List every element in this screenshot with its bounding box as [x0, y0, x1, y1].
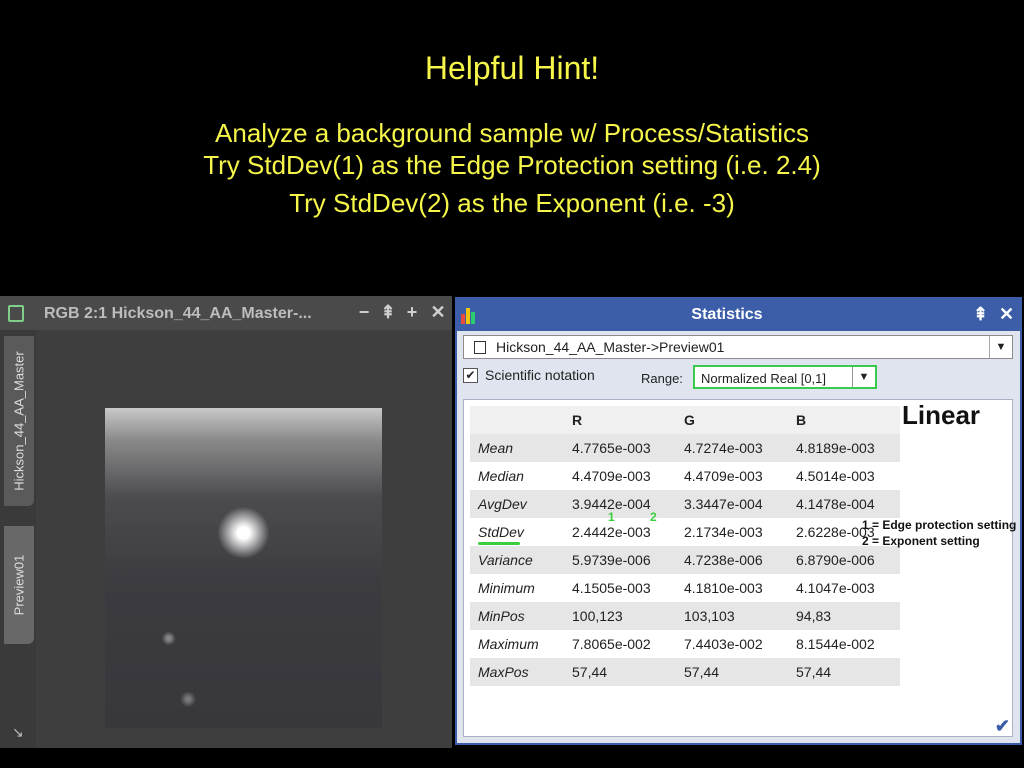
- table-row: AvgDev 3.9442e-004 3.3447e-004 4.1478e-004: [470, 490, 900, 518]
- range-select[interactable]: Normalized Real [0,1] ▼: [693, 365, 877, 389]
- row-name: AvgDev: [470, 490, 564, 518]
- shade-button[interactable]: ⇞: [973, 304, 989, 324]
- column-header: G: [676, 406, 788, 434]
- cell-g: 4.7274e-003: [676, 434, 788, 462]
- cell-g: 4.7238e-006: [676, 546, 788, 574]
- shade-button[interactable]: ⇞: [380, 302, 396, 322]
- cell-g: 3.3447e-004: [676, 490, 788, 518]
- astro-image-preview[interactable]: [105, 408, 382, 728]
- hint-line-1: Analyze a background sample w/ Process/S…: [215, 118, 809, 148]
- table-row: Mean 4.7765e-003 4.7274e-003 4.8189e-003: [470, 434, 900, 462]
- cell-b: 94,83: [788, 602, 900, 630]
- cell-b: 4.5014e-003: [796, 468, 875, 484]
- cell-g: 7.4403e-002: [684, 636, 763, 652]
- table-row: MaxPos 57,44 57,44 57,44: [470, 658, 900, 686]
- chevron-down-icon[interactable]: ▼: [989, 336, 1012, 358]
- cell-g: 4.4709e-003: [684, 468, 763, 484]
- tab-main-view[interactable]: Hickson_44_AA_Master: [4, 336, 34, 506]
- hint-line-3: Try StdDev(2) as the Exponent (i.e. -3): [289, 188, 735, 218]
- cell-r: 2.4442e-003: [572, 524, 651, 540]
- statistics-bar-chart-icon: [461, 306, 479, 324]
- cell-r: 4.4709e-003: [572, 468, 651, 484]
- close-button[interactable]: ✕: [999, 304, 1015, 324]
- cell-r: 5.9739e-006: [564, 546, 676, 574]
- chevron-down-icon[interactable]: ▼: [852, 367, 875, 387]
- row-name: Minimum: [478, 580, 535, 596]
- checkmark-icon[interactable]: ✔: [994, 716, 1010, 736]
- table-row: Maximum 7.8065e-002 7.4403e-002 8.1544e-002: [470, 630, 900, 658]
- table-header-row: R G B: [470, 406, 900, 434]
- tab-preview01-label: Preview01: [11, 554, 27, 616]
- row-name: Median: [478, 468, 524, 484]
- column-header: B: [788, 406, 900, 434]
- marker-2: 2: [650, 510, 657, 524]
- cell-g: 103,103: [676, 602, 788, 630]
- statistics-body: Hickson_44_AA_Master->Preview01 ▼ ✔ Scie…: [457, 331, 1020, 743]
- table-row: MinPos 100,123 103,103 94,83: [470, 602, 900, 630]
- cell-g: 57,44: [676, 658, 788, 686]
- cell-r: 57,44: [564, 658, 676, 686]
- cell-r: 7.8065e-002: [572, 636, 651, 652]
- annotation-edge-protection: 1 = Edge protection setting: [862, 518, 1017, 532]
- maximize-button[interactable]: +: [406, 302, 418, 322]
- minimize-button[interactable]: −: [358, 302, 370, 322]
- scientific-notation-label[interactable]: Scientific notation: [485, 367, 595, 383]
- cell-b: 57,44: [788, 658, 900, 686]
- tab-preview01[interactable]: Preview01: [4, 526, 34, 644]
- resize-arrow-icon[interactable]: ↘: [12, 724, 24, 740]
- view-icon: [474, 341, 486, 354]
- row-name: StdDev: [478, 524, 524, 540]
- hint-line-2: Try StdDev(1) as the Edge Protection set…: [203, 150, 821, 180]
- stddev-underline: [478, 542, 520, 545]
- cell-g: 4.1810e-003: [684, 580, 763, 596]
- table-row: Median 4.4709e-003 4.4709e-003 4.5014e-003: [470, 462, 900, 490]
- tab-main-view-label: Hickson_44_AA_Master: [11, 351, 27, 491]
- cell-b: 4.8189e-003: [788, 434, 900, 462]
- image-window[interactable]: RGB 2:1 Hickson_44_AA_Master-... − ⇞ + ✕…: [0, 296, 452, 748]
- view-selector[interactable]: Hickson_44_AA_Master->Preview01 ▼: [463, 335, 1013, 359]
- column-header: [470, 406, 564, 434]
- row-name: Variance: [470, 546, 564, 574]
- table-row: Minimum 4.1505e-003 4.1810e-003 4.1047e-003: [470, 574, 900, 602]
- cell-r: 4.7765e-003: [564, 434, 676, 462]
- row-name: Maximum: [478, 636, 539, 652]
- cell-b: 2.6228e-003: [796, 524, 875, 540]
- image-window-title: RGB 2:1 Hickson_44_AA_Master-...: [44, 305, 312, 322]
- table-row: StdDev 2.4442e-003 2.1734e-003 2.6228e-003: [470, 518, 900, 546]
- statistics-titlebar[interactable]: Statistics ⇞ ✕: [457, 299, 1020, 331]
- view-selector-value: Hickson_44_AA_Master->Preview01: [496, 339, 725, 355]
- range-label: Range:: [641, 371, 683, 386]
- annotation-exponent: 2 = Exponent setting: [862, 534, 980, 548]
- cell-b: 8.1544e-002: [796, 636, 875, 652]
- row-name: Mean: [470, 434, 564, 462]
- image-window-titlebar[interactable]: RGB 2:1 Hickson_44_AA_Master-... − ⇞ + ✕: [0, 296, 452, 330]
- range-value: Normalized Real [0,1]: [701, 371, 826, 386]
- image-window-icon: [8, 305, 24, 322]
- cell-g: 2.1734e-003: [684, 524, 763, 540]
- cell-r: 4.1505e-003: [572, 580, 651, 596]
- scientific-notation-checkbox[interactable]: ✔: [463, 368, 478, 383]
- cell-r: 3.9442e-004: [564, 490, 676, 518]
- statistics-window[interactable]: Statistics ⇞ ✕ Hickson_44_AA_Master->Pre…: [455, 297, 1022, 745]
- hint-title: Helpful Hint!: [424, 50, 600, 86]
- close-button[interactable]: ✕: [430, 302, 446, 322]
- marker-1: 1: [608, 510, 615, 524]
- cell-b: 6.8790e-006: [788, 546, 900, 574]
- row-name: MinPos: [470, 602, 564, 630]
- statistics-table-panel: R G B Mean 4.7765e-003 4.7274e-003 4.8189e-…: [463, 399, 1017, 737]
- row-name: MaxPos: [470, 658, 564, 686]
- cell-r: 100,123: [564, 602, 676, 630]
- statistics-title: Statistics: [691, 306, 763, 323]
- table-row: Variance 5.9739e-006 4.7238e-006 6.8790e-00…: [470, 546, 900, 574]
- statistics-table: R G B Mean 4.7765e-003 4.7274e-003 4.8189e-…: [470, 406, 900, 686]
- column-header: R: [564, 406, 676, 434]
- view-tabs-sidebar: Hickson_44_AA_Master Preview01 ↘: [0, 330, 36, 748]
- annotation-linear: Linear: [902, 400, 981, 430]
- cell-b: 4.1047e-003: [796, 580, 875, 596]
- cell-b: 4.1478e-004: [788, 490, 900, 518]
